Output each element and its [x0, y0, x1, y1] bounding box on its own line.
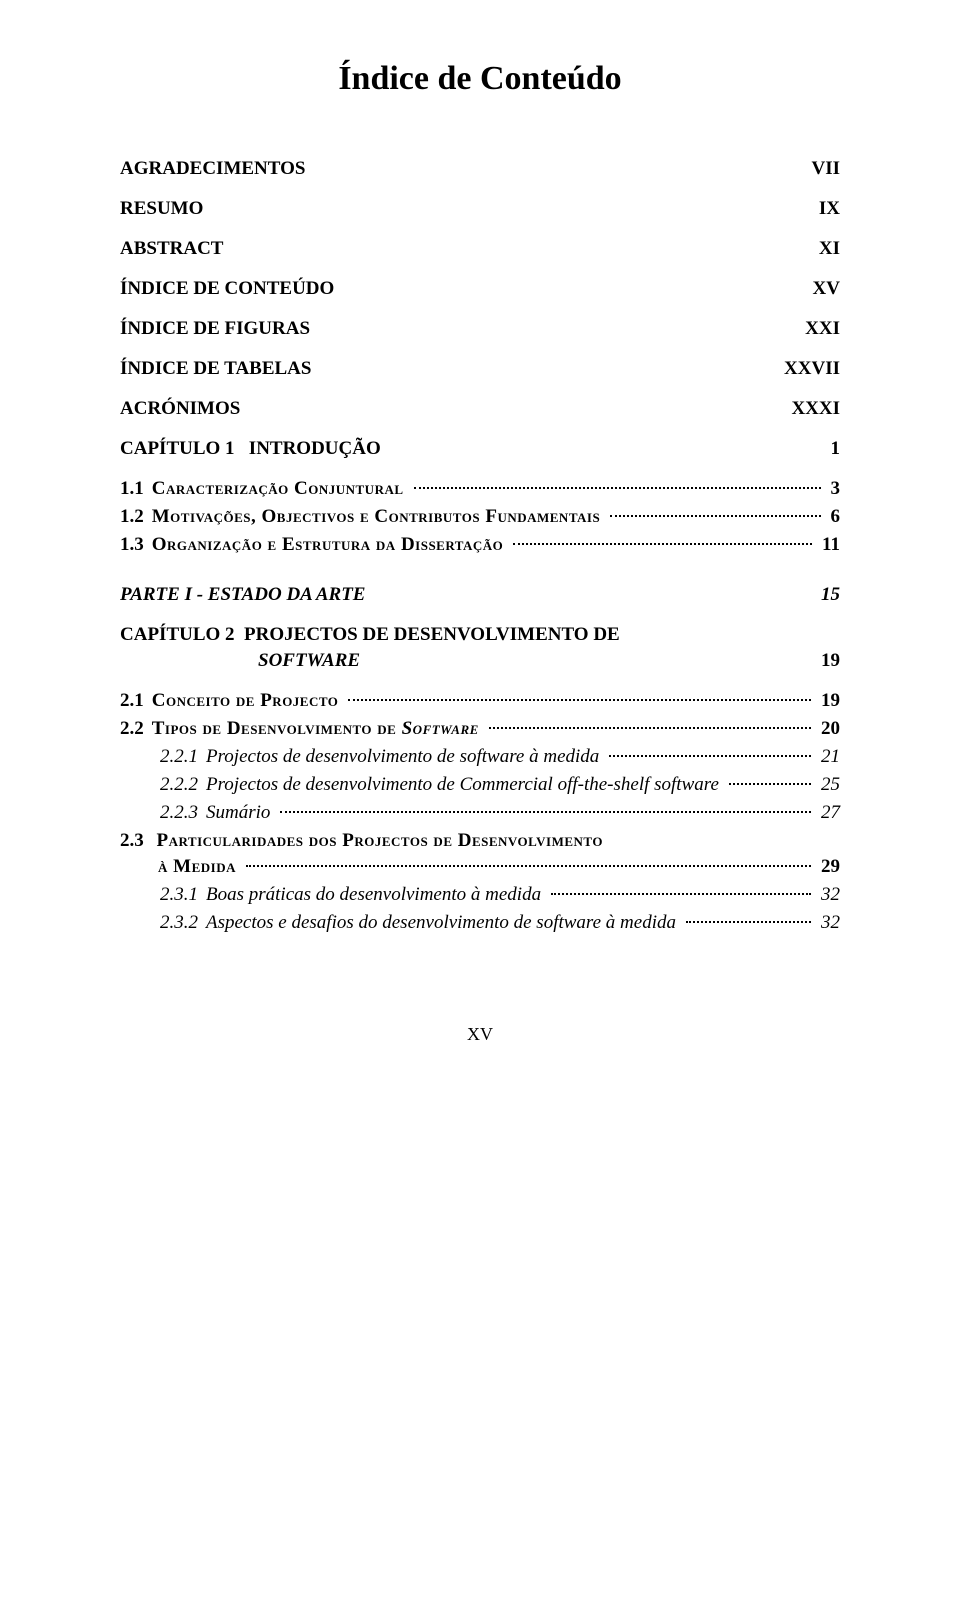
- toc-num: 2.2: [120, 718, 152, 740]
- leader-dots: [414, 487, 821, 489]
- front-label: AGRADECIMENTOS: [120, 158, 305, 180]
- front-page: XXI: [805, 318, 840, 340]
- front-row: ABSTRACT XI: [120, 238, 840, 260]
- toc-text: à Medida: [120, 856, 242, 878]
- leader-dots: [609, 755, 811, 757]
- toc-text: Caracterização Conjuntural: [152, 478, 410, 500]
- front-label: RESUMO: [120, 198, 203, 220]
- toc-subentry: 2.2.2 Projectos de desenvolvimento de Co…: [120, 774, 840, 796]
- toc-text-styled: Tipos de Desenvolvimento de Software: [152, 718, 479, 739]
- toc-num: 2.1: [120, 690, 152, 712]
- italic-word: Software: [402, 718, 479, 739]
- toc-entry: 1.2 Motivações, Objectivos e Contributos…: [120, 506, 840, 528]
- toc-page: 29: [815, 856, 840, 878]
- toc-subentry: 2.3.2 Aspectos e desafios do desenvolvim…: [120, 912, 840, 934]
- toc-page: 32: [815, 912, 840, 934]
- toc-text: Tipos de Desenvolvimento de Software Tip…: [152, 718, 485, 740]
- toc-text: Conceito de Projecto: [152, 690, 345, 712]
- toc-num: 2.2.3: [160, 802, 206, 824]
- part-page: 15: [821, 584, 840, 606]
- toc-num: 2.2.1: [160, 746, 206, 768]
- front-label: ÍNDICE DE FIGURAS: [120, 318, 310, 340]
- toc-text: Boas práticas do desenvolvimento à medid…: [206, 884, 547, 906]
- toc-num: 2.3.1: [160, 884, 206, 906]
- page-number: XV: [120, 1024, 840, 1045]
- toc-subentry: 2.2.3 Sumário 27: [120, 802, 840, 824]
- toc-page: 25: [815, 774, 840, 796]
- toc-page: 6: [825, 506, 841, 528]
- front-row: AGRADECIMENTOS VII: [120, 158, 840, 180]
- toc-page: 21: [815, 746, 840, 768]
- leader-dots: [246, 865, 811, 867]
- toc-text: Aspectos e desafios do desenvolvimento d…: [206, 912, 682, 934]
- front-row: RESUMO IX: [120, 198, 840, 220]
- toc-entry: 2.1 Conceito de Projecto 19: [120, 690, 840, 712]
- toc-page: 3: [825, 478, 841, 500]
- front-page: XI: [819, 238, 840, 260]
- toc-num: 2.3.2: [160, 912, 206, 934]
- page-title: Índice de Conteúdo: [120, 60, 840, 98]
- toc-entry: 1.1 Caracterização Conjuntural 3: [120, 478, 840, 500]
- leader-dots: [489, 727, 811, 729]
- toc-text: Sumário: [206, 802, 276, 824]
- chapter-heading: CAPÍTULO 2 PROJECTOS DE DESENVOLVIMENTO …: [120, 624, 840, 672]
- chapter-label: CAPÍTULO 1 INTRODUÇÃO: [120, 438, 381, 460]
- toc-entry: 2.3 Particularidades dos Projectos de De…: [120, 830, 840, 878]
- toc-text: Particularidades dos Projectos de Desenv…: [157, 830, 603, 851]
- toc-text: Motivações, Objectivos e Contributos Fun…: [152, 506, 606, 528]
- toc-page: 11: [816, 534, 840, 556]
- part-heading: PARTE I - ESTADO DA ARTE 15: [120, 584, 840, 606]
- toc-num: 1.1: [120, 478, 152, 500]
- toc-text: Projectos de desenvolvimento de software…: [206, 746, 605, 768]
- front-row: ACRÓNIMOS XXXI: [120, 398, 840, 420]
- front-row: ÍNDICE DE TABELAS XXVII: [120, 358, 840, 380]
- chapter-prefix: CAPÍTULO 1: [120, 438, 235, 459]
- leader-dots: [280, 811, 811, 813]
- toc-text: Projectos de desenvolvimento de Commerci…: [206, 774, 725, 796]
- toc-entry: 1.3 Organização e Estrutura da Dissertaç…: [120, 534, 840, 556]
- toc-text: Organização e Estrutura da Dissertação: [152, 534, 510, 556]
- toc-subentry: 2.3.1 Boas práticas do desenvolvimento à…: [120, 884, 840, 906]
- chapter-page: 19: [821, 650, 840, 672]
- leader-dots: [729, 783, 811, 785]
- chapter-prefix: CAPÍTULO 2: [120, 624, 235, 645]
- chapter-page: 1: [831, 438, 841, 460]
- leader-dots: [610, 515, 820, 517]
- chapter-title-part: SOFTWARE: [120, 650, 360, 672]
- front-page: VII: [811, 158, 840, 180]
- toc-page: 20: [815, 718, 840, 740]
- leader-dots: [513, 543, 812, 545]
- leader-dots: [551, 893, 811, 895]
- toc-subentry: 2.2.1 Projectos de desenvolvimento de so…: [120, 746, 840, 768]
- part-label: PARTE I - ESTADO DA ARTE: [120, 584, 365, 606]
- chapter-title: INTRODUÇÃO: [249, 438, 381, 459]
- front-label: ACRÓNIMOS: [120, 398, 240, 420]
- toc-num: 2.3: [120, 830, 152, 851]
- front-label: ÍNDICE DE CONTEÚDO: [120, 278, 334, 300]
- front-row: ÍNDICE DE FIGURAS XXI: [120, 318, 840, 340]
- front-label: ABSTRACT: [120, 238, 223, 260]
- chapter-line1: CAPÍTULO 2 PROJECTOS DE DESENVOLVIMENTO …: [120, 624, 840, 646]
- leader-dots: [686, 921, 811, 923]
- toc-page: 19: [815, 690, 840, 712]
- front-page: IX: [819, 198, 840, 220]
- toc-entry: 2.2 Tipos de Desenvolvimento de Software…: [120, 718, 840, 740]
- front-page: XXXI: [791, 398, 840, 420]
- chapter-heading: CAPÍTULO 1 INTRODUÇÃO 1: [120, 438, 840, 460]
- front-page: XXVII: [784, 358, 840, 380]
- leader-dots: [348, 699, 811, 701]
- toc-num: 2.2.2: [160, 774, 206, 796]
- toc-page: 32: [815, 884, 840, 906]
- front-label: ÍNDICE DE TABELAS: [120, 358, 311, 380]
- front-page: XV: [813, 278, 840, 300]
- toc-num: 1.2: [120, 506, 152, 528]
- toc-num: 1.3: [120, 534, 152, 556]
- front-row: ÍNDICE DE CONTEÚDO XV: [120, 278, 840, 300]
- chapter-title-part: PROJECTOS DE DESENVOLVIMENTO DE: [244, 624, 620, 645]
- toc-page: 27: [815, 802, 840, 824]
